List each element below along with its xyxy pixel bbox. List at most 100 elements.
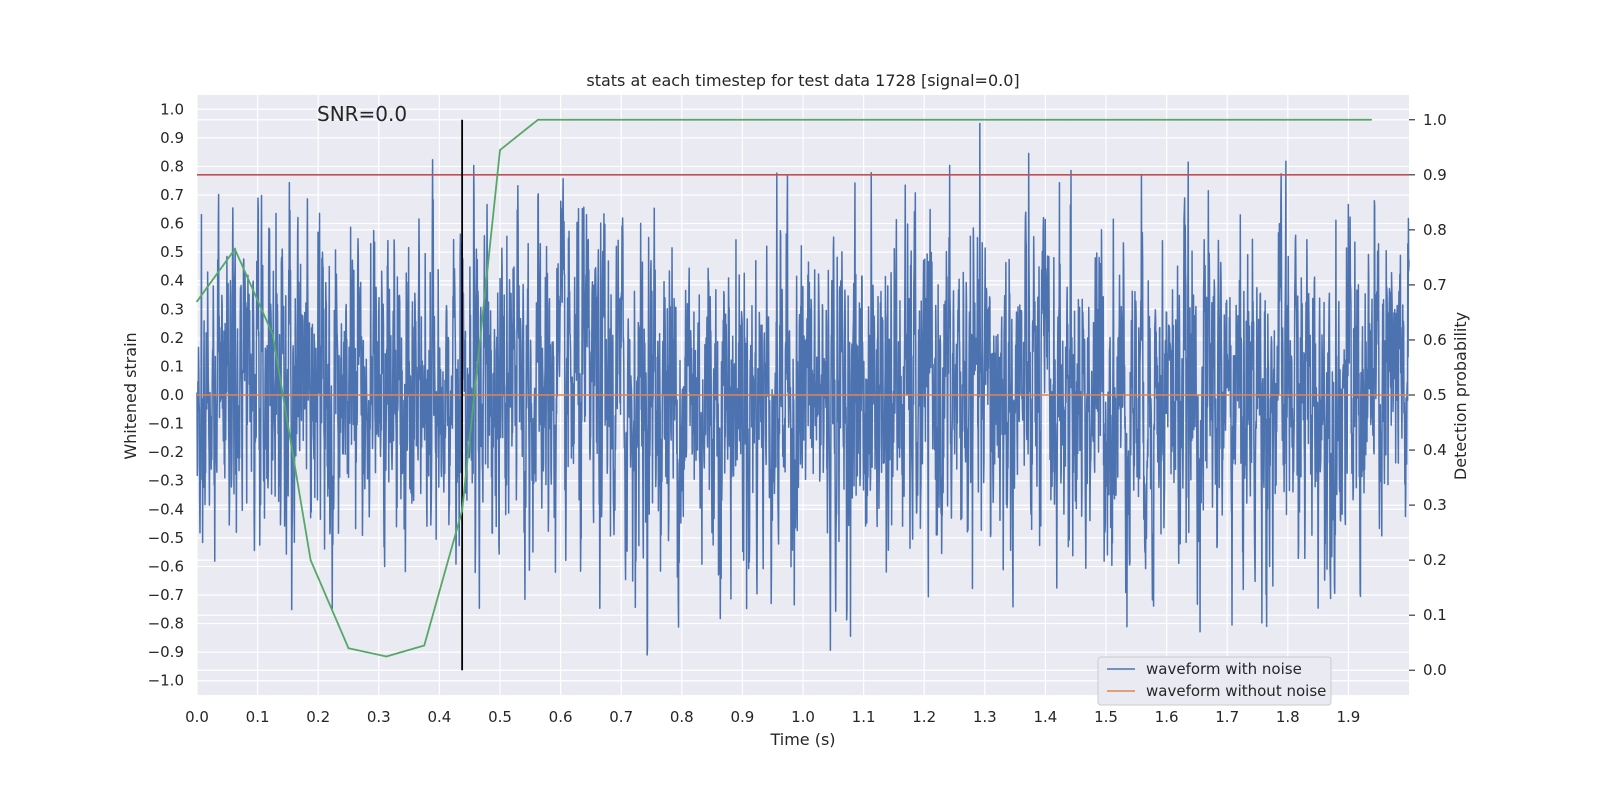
x-tick-label: 1.0 bbox=[791, 708, 815, 726]
y-tick-label: −0.1 bbox=[148, 415, 184, 433]
y-tick-label: 0.6 bbox=[160, 215, 184, 233]
legend-box bbox=[1097, 656, 1332, 706]
y2-tick-label: 1.0 bbox=[1423, 111, 1447, 129]
y-tick-label: −0.3 bbox=[148, 472, 184, 490]
y-tick-label: −1.0 bbox=[148, 672, 184, 690]
x-tick-label: 1.2 bbox=[912, 708, 936, 726]
series-layer bbox=[196, 118, 1410, 671]
probability-point bbox=[991, 118, 994, 121]
legend-label-waveform-with-noise: waveform with noise bbox=[1146, 660, 1302, 678]
y2-tick-label: 0.6 bbox=[1423, 331, 1447, 349]
y2-tick-label: 0.1 bbox=[1423, 606, 1447, 624]
x-tick-label: 1.9 bbox=[1336, 708, 1360, 726]
y-tick-label: −0.2 bbox=[148, 443, 184, 461]
probability-point bbox=[1067, 118, 1070, 121]
legend-label-waveform-without-noise: waveform without noise bbox=[1146, 682, 1326, 700]
y-axis: −1.0 −0.9 −0.8 −0.7 −0.6 −0.5 −0.4 −0.3 −0.2 −0.1… bbox=[148, 100, 184, 689]
x-tick-label: 1.6 bbox=[1155, 708, 1179, 726]
y2-tick-label: 0.0 bbox=[1423, 661, 1447, 679]
y2-axis: 0.0 0.1 0.2 0.3 0.4 0.5 0.6 0.7 0.8 0.9 1.0 bbox=[1409, 111, 1447, 679]
x-tick-label: 0.8 bbox=[670, 708, 694, 726]
x-tick-label: 1.5 bbox=[1094, 708, 1118, 726]
x-tick-label: 1.8 bbox=[1276, 708, 1300, 726]
y2-tick-label: 0.2 bbox=[1423, 551, 1447, 569]
probability-point bbox=[347, 647, 350, 650]
x-axis-label: Time (s) bbox=[769, 730, 835, 749]
y-axis-label: Whitened strain bbox=[121, 332, 140, 459]
y-tick-label: −0.4 bbox=[148, 500, 184, 518]
probability-point bbox=[764, 118, 767, 121]
y-tick-label: 0.2 bbox=[160, 329, 184, 347]
probability-point bbox=[309, 559, 312, 562]
x-tick-label: 0.2 bbox=[306, 708, 330, 726]
x-tick-label: 0.7 bbox=[609, 708, 633, 726]
x-tick-label: 1.3 bbox=[973, 708, 997, 726]
y-tick-label: 0.4 bbox=[160, 272, 184, 290]
probability-point bbox=[196, 300, 198, 303]
y-tick-label: 0.7 bbox=[160, 186, 184, 204]
series-detection-probability bbox=[196, 118, 1372, 658]
probability-point bbox=[612, 118, 615, 121]
y2-tick-label: 0.4 bbox=[1423, 441, 1447, 459]
y2-tick-label: 0.8 bbox=[1423, 221, 1447, 239]
probability-point bbox=[499, 149, 501, 151]
y-tick-label: 0.0 bbox=[160, 386, 184, 404]
probability-point bbox=[574, 118, 577, 121]
y2-tick-label: 0.5 bbox=[1423, 386, 1447, 404]
y-tick-label: 0.1 bbox=[160, 357, 184, 375]
probability-point bbox=[1105, 118, 1107, 121]
probability-point bbox=[1332, 118, 1335, 121]
y-tick-label: 0.8 bbox=[160, 157, 184, 175]
x-axis: 0.0 0.1 0.2 0.3 0.4 0.5 0.6 0.7 0.8 0.9 1.0 1.1 1.2 1… bbox=[185, 708, 1360, 726]
probability-point bbox=[839, 118, 842, 121]
probability-point bbox=[385, 655, 388, 658]
y-tick-label: −0.8 bbox=[148, 615, 184, 633]
probability-point bbox=[726, 118, 729, 121]
x-tick-label: 0.1 bbox=[246, 708, 270, 726]
x-tick-label: 0.5 bbox=[488, 708, 512, 726]
y-tick-label: −0.9 bbox=[148, 643, 184, 661]
probability-point bbox=[802, 118, 804, 121]
probability-point bbox=[1142, 118, 1145, 121]
y2-tick-label: 0.7 bbox=[1423, 276, 1447, 294]
probability-point bbox=[953, 118, 956, 121]
probability-point bbox=[650, 118, 653, 121]
y2-tick-label: 0.9 bbox=[1423, 166, 1447, 184]
y-tick-label: 0.3 bbox=[160, 300, 184, 318]
probability-point bbox=[536, 118, 539, 121]
y2-axis-label: Detection probability bbox=[1451, 312, 1470, 480]
probability-point bbox=[423, 644, 426, 647]
y-tick-label: −0.7 bbox=[148, 586, 184, 604]
probability-point bbox=[271, 333, 274, 336]
probability-point bbox=[915, 118, 918, 121]
x-tick-label: 0.4 bbox=[427, 708, 451, 726]
probability-point bbox=[1256, 118, 1259, 121]
y-tick-label: 0.9 bbox=[160, 129, 184, 147]
x-tick-label: 0.6 bbox=[549, 708, 573, 726]
probability-point bbox=[233, 248, 236, 251]
probability-point bbox=[1218, 118, 1221, 121]
probability-point bbox=[1180, 118, 1183, 121]
y2-tick-label: 0.3 bbox=[1423, 496, 1447, 514]
x-tick-label: 0.3 bbox=[367, 708, 391, 726]
x-tick-label: 0.0 bbox=[185, 708, 209, 726]
probability-point bbox=[1294, 118, 1297, 121]
y-tick-label: 1.0 bbox=[160, 100, 184, 118]
x-tick-label: 1.1 bbox=[852, 708, 876, 726]
x-tick-label: 0.9 bbox=[730, 708, 754, 726]
probability-point bbox=[1370, 118, 1373, 121]
y-tick-label: −0.6 bbox=[148, 557, 184, 575]
probability-point bbox=[688, 118, 691, 121]
x-tick-label: 1.7 bbox=[1215, 708, 1239, 726]
y-tick-label: 0.5 bbox=[160, 243, 184, 261]
y-tick-label: −0.5 bbox=[148, 529, 184, 547]
probability-point bbox=[461, 509, 464, 512]
snr-annotation: SNR=0.0 bbox=[317, 102, 407, 126]
chart-title: stats at each timestep for test data 172… bbox=[586, 71, 1019, 90]
legend: waveform with noise waveform without noi… bbox=[1097, 656, 1332, 706]
x-tick-label: 1.4 bbox=[1033, 708, 1057, 726]
probability-point bbox=[1029, 118, 1032, 121]
series-waveform-with-noise bbox=[196, 122, 1410, 656]
probability-point bbox=[877, 118, 880, 121]
